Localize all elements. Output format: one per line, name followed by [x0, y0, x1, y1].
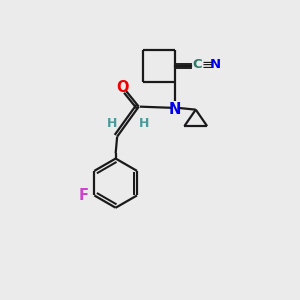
Text: N: N	[210, 58, 221, 71]
Text: ≡: ≡	[201, 58, 213, 72]
Text: H: H	[139, 117, 149, 130]
Text: C: C	[193, 58, 202, 71]
Text: F: F	[79, 188, 89, 203]
Text: N: N	[169, 103, 181, 118]
Text: O: O	[116, 80, 129, 95]
Text: H: H	[107, 117, 118, 130]
